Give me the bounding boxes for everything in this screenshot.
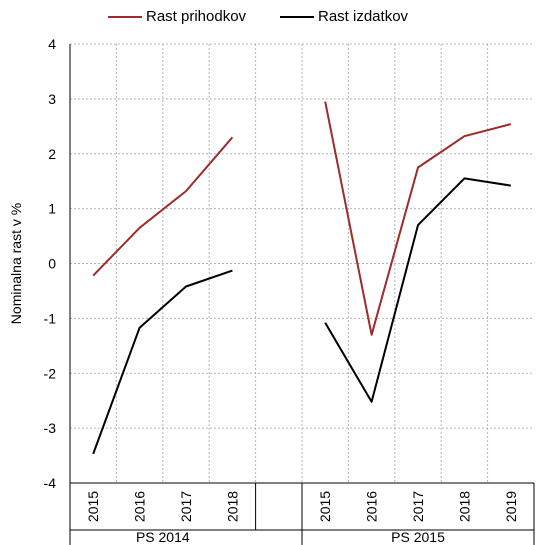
legend-item-expenditure: Rast izdatkov bbox=[280, 8, 408, 25]
legend-swatch-expenditure bbox=[280, 15, 314, 18]
legend-label-expenditure: Rast izdatkov bbox=[318, 8, 409, 25]
legend: Rast prihodkov Rast izdatkov bbox=[0, 8, 536, 30]
y-tick-label: -1 bbox=[44, 310, 57, 326]
y-tick-label: 4 bbox=[48, 36, 56, 52]
x-tick-label: 2018 bbox=[224, 491, 240, 522]
y-tick-label: 2 bbox=[48, 146, 56, 162]
x-tick-label: 2017 bbox=[178, 491, 194, 522]
legend-item-revenue: Rast prihodkov bbox=[108, 8, 246, 25]
x-tick-label: 2019 bbox=[503, 491, 519, 522]
series-line-expenditure bbox=[92, 269, 233, 455]
x-tick-label: 2016 bbox=[364, 491, 380, 522]
y-tick-label: -4 bbox=[44, 475, 57, 491]
x-tick-label: 2016 bbox=[132, 491, 148, 522]
x-tick-label: 2017 bbox=[410, 491, 426, 522]
x-tick-label: 2015 bbox=[85, 491, 101, 522]
group-label: PS 2015 bbox=[391, 529, 445, 545]
y-tick-label: -3 bbox=[44, 420, 57, 436]
y-tick-label: 1 bbox=[48, 201, 56, 217]
series-line-expenditure bbox=[324, 177, 511, 403]
x-tick-label: 2015 bbox=[317, 491, 333, 522]
series-line-revenue bbox=[324, 101, 512, 336]
y-tick-label: 0 bbox=[48, 256, 56, 272]
y-axis-title: Nominalna rast v % bbox=[8, 203, 24, 324]
legend-swatch-revenue bbox=[108, 15, 142, 18]
legend-label-revenue: Rast prihodkov bbox=[146, 8, 247, 25]
y-tick-label: 3 bbox=[48, 91, 56, 107]
group-label: PS 2014 bbox=[136, 529, 190, 545]
series-line-revenue bbox=[92, 136, 234, 277]
x-tick-label: 2018 bbox=[456, 491, 472, 522]
y-tick-label: -2 bbox=[44, 365, 57, 381]
